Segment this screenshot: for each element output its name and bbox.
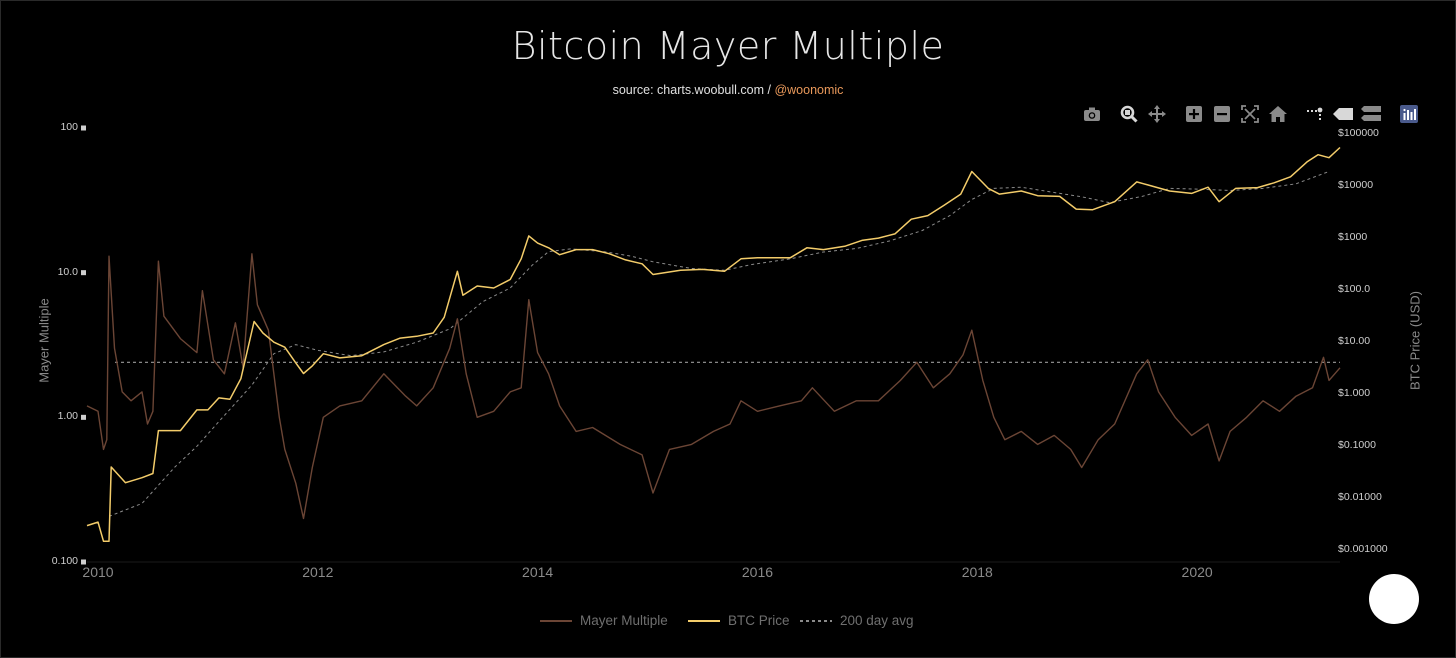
zoom-icon[interactable] — [1118, 103, 1140, 125]
legend-swatch-price — [688, 619, 720, 622]
subtitle-handle[interactable]: @woonomic — [774, 83, 844, 97]
y-left-tick-label: 1.00 — [57, 410, 78, 423]
legend-item-btc-price[interactable]: BTC Price — [688, 613, 790, 628]
legend-label-price: BTC Price — [728, 613, 790, 628]
spike-lines-icon[interactable] — [1304, 103, 1326, 125]
y-right-tick-label: $0.01000 — [1338, 491, 1382, 504]
x-tick-label: 2012 — [302, 564, 334, 580]
legend-swatch-avg — [800, 619, 832, 622]
y-left-tick-marker — [81, 270, 86, 276]
y-left-tick-marker — [81, 414, 86, 420]
x-tick-label: 2014 — [522, 564, 554, 580]
y-right-tick-label: $100.0 — [1338, 283, 1371, 296]
y-right-tick-label: $1000 — [1338, 231, 1368, 244]
y-axis-title-left: Mayer Multiple — [36, 298, 52, 383]
series-btc-price[interactable] — [86, 146, 1341, 543]
chart-subtitle: source: charts.woobull.com / @woonomic — [0, 83, 1456, 97]
y-right-tick-label: $0.1000 — [1338, 439, 1376, 452]
y-right-tick-label: $100000 — [1338, 126, 1379, 139]
y-left-tick-label: 0.100 — [51, 555, 78, 567]
x-tick-label: 2010 — [82, 564, 114, 580]
y-right-tick-label: $1.000 — [1338, 387, 1371, 400]
zoom-in-icon[interactable] — [1183, 103, 1205, 125]
series-200-day-avg[interactable] — [108, 171, 1330, 517]
pan-icon[interactable] — [1146, 103, 1168, 125]
chart-title: Bitcoin Mayer Multiple — [511, 24, 945, 68]
y-right-tick-label: $10.00 — [1338, 335, 1371, 348]
hover-closest-icon[interactable] — [1332, 103, 1354, 125]
y-left-tick-label: 100 — [60, 121, 78, 133]
series-mayer-multiple[interactable] — [86, 253, 1341, 520]
legend: Mayer Multiple BTC Price 200 day avg — [0, 613, 1456, 631]
x-tick-label: 2018 — [961, 564, 993, 580]
legend-label-mayer: Mayer Multiple — [580, 613, 668, 628]
y-right-tick-label: $10000 — [1338, 178, 1374, 191]
camera-icon[interactable] — [1081, 103, 1103, 125]
subtitle-source: source: charts.woobull.com / — [612, 83, 775, 97]
x-tick-label: 2020 — [1181, 564, 1213, 580]
legend-swatch-mayer — [540, 619, 572, 622]
autoscale-icon[interactable] — [1239, 103, 1261, 125]
y-left-tick-marker — [81, 125, 86, 131]
x-tick-label: 2016 — [741, 564, 774, 580]
floating-action-button[interactable] — [1369, 574, 1419, 624]
reset-axes-icon[interactable] — [1267, 103, 1289, 125]
legend-item-200-day-avg[interactable]: 200 day avg — [800, 613, 914, 628]
y-left-tick-label: 10.0 — [57, 265, 78, 278]
zoom-out-icon[interactable] — [1211, 103, 1233, 125]
plotly-logo-icon[interactable] — [1398, 103, 1420, 125]
y-axis-title-right: BTC Price (USD) — [1407, 291, 1423, 390]
legend-label-avg: 200 day avg — [840, 613, 914, 628]
y-right-tick-label: $0.001000 — [1338, 543, 1388, 556]
legend-item-mayer-multiple[interactable]: Mayer Multiple — [540, 613, 668, 628]
hover-compare-icon[interactable] — [1360, 103, 1382, 125]
y-left-tick-marker — [81, 559, 86, 565]
